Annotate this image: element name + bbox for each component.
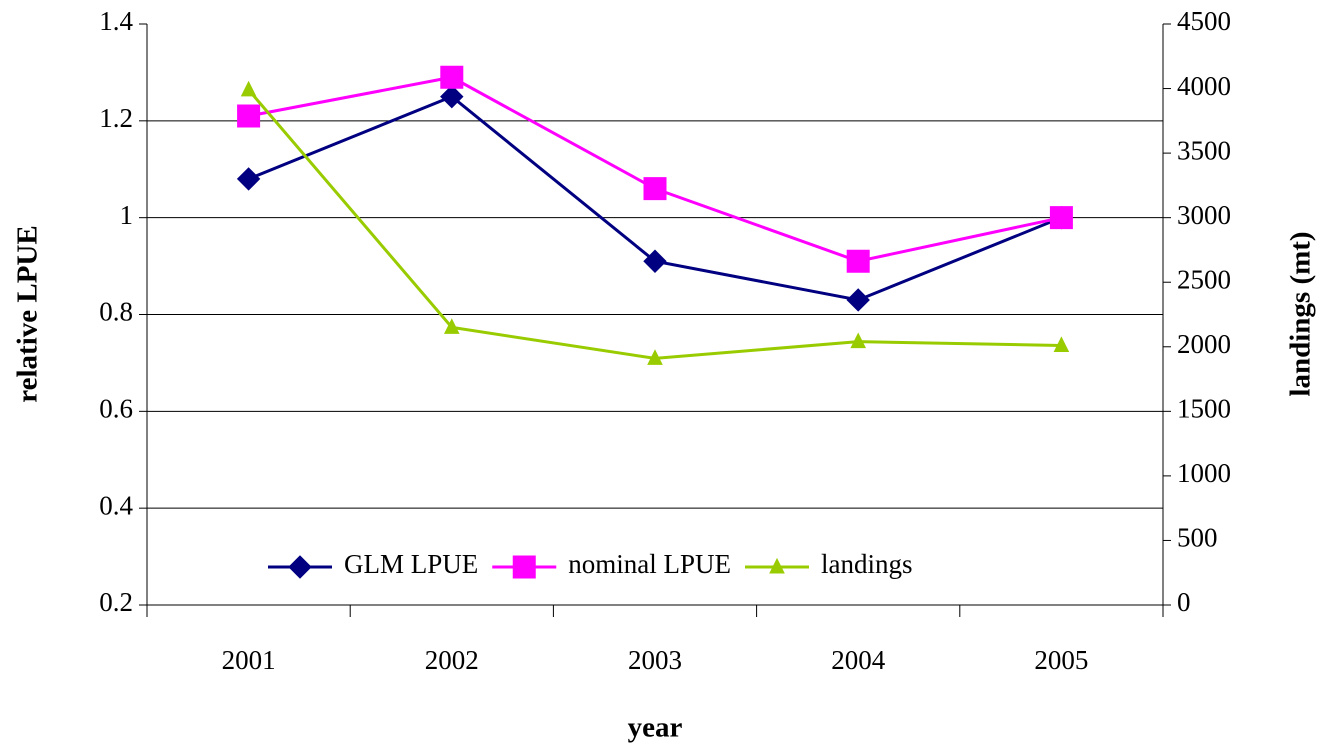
x-tick-label: 2001 — [222, 645, 276, 675]
data-point — [1053, 336, 1070, 352]
legend-marker — [288, 555, 312, 579]
legend-marker — [769, 557, 785, 574]
x-tick-label: 2004 — [831, 645, 886, 675]
y2-axis-title: landings (mt) — [1285, 231, 1317, 396]
data-point — [643, 177, 667, 201]
y2-tick-label: 500 — [1177, 523, 1218, 553]
legend-label: landings — [821, 549, 913, 579]
data-point — [643, 249, 667, 273]
y-tick-label: 1.2 — [99, 103, 133, 133]
x-tick-label: 2003 — [628, 645, 682, 675]
data-point — [846, 249, 870, 273]
data-point — [440, 84, 464, 109]
data-point — [647, 349, 663, 365]
y2-tick-label: 3500 — [1177, 135, 1231, 165]
x-tick-label: 2002 — [425, 645, 479, 675]
legend-label: nominal LPUE — [568, 549, 731, 579]
data-point — [443, 318, 460, 334]
y-tick-label: 0.4 — [99, 490, 133, 520]
y2-tick-label: 0 — [1177, 587, 1191, 617]
data-point — [846, 288, 870, 312]
y-tick-label: 0.2 — [99, 587, 133, 617]
y2-tick-label: 2000 — [1177, 329, 1231, 359]
y2-tick-label: 4000 — [1177, 71, 1231, 101]
y-tick-label: 0.6 — [99, 394, 133, 424]
y2-tick-label: 1000 — [1177, 458, 1231, 488]
legend-label: GLM LPUE — [344, 549, 478, 579]
y-axis-title: relative LPUE — [12, 225, 44, 402]
data-point — [237, 104, 261, 128]
y2-tick-label: 2500 — [1177, 264, 1231, 294]
data-point — [440, 65, 464, 89]
y2-tick-label: 1500 — [1177, 394, 1231, 424]
y-tick-label: 1 — [120, 200, 134, 230]
x-axis-title: year — [628, 712, 683, 744]
data-point — [236, 167, 261, 191]
y-tick-label: 0.8 — [99, 297, 133, 327]
data-point — [850, 332, 867, 349]
y-tick-label: 1.4 — [99, 6, 133, 36]
data-point — [240, 80, 257, 97]
y2-tick-label: 4500 — [1177, 6, 1231, 36]
y2-tick-label: 3000 — [1177, 200, 1231, 230]
data-point — [1049, 206, 1073, 230]
x-tick-label: 2005 — [1034, 645, 1088, 675]
legend-marker — [512, 555, 536, 579]
